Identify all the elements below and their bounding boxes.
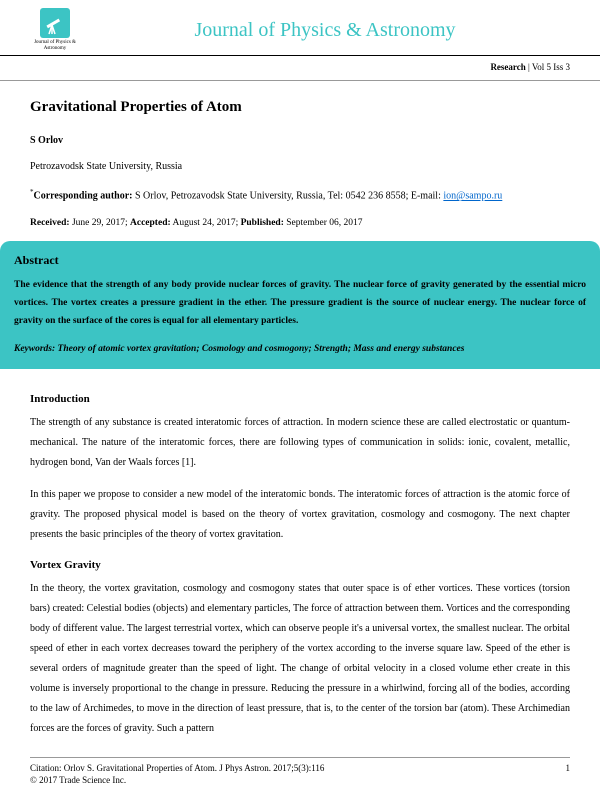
keywords-line: Keywords: Theory of atomic vortex gravit… (14, 342, 586, 357)
footer-left: Citation: Orlov S. Gravitational Propert… (30, 762, 324, 787)
publication-dates: Received: June 29, 2017; Accepted: Augus… (30, 216, 570, 231)
issue-line: Research | Vol 5 Iss 3 (0, 58, 600, 81)
keywords-text: Theory of atomic vortex gravitation; Cos… (58, 344, 465, 354)
page-header: Journal of Physics & Astronomy Journal o… (0, 0, 600, 56)
email-link[interactable]: ion@sampo.ru (443, 191, 502, 202)
author-affiliation: Petrozavodsk State University, Russia (30, 159, 570, 175)
category-label: Research (490, 62, 525, 72)
article-title: Gravitational Properties of Atom (30, 95, 570, 119)
author-name: S Orlov (30, 133, 570, 149)
corresponding-label: Corresponding author: (34, 191, 133, 202)
accepted-date: August 24, 2017; (171, 218, 241, 228)
issue-text: | Vol 5 Iss 3 (528, 62, 570, 72)
received-date: June 29, 2017; (70, 218, 130, 228)
body-paragraph: In the theory, the vortex gravitation, c… (30, 579, 570, 739)
abstract-heading: Abstract (14, 251, 586, 270)
page-footer: Citation: Orlov S. Gravitational Propert… (30, 757, 570, 787)
citation-text: Citation: Orlov S. Gravitational Propert… (30, 762, 324, 775)
copyright-text: © 2017 Trade Science Inc. (30, 774, 324, 787)
corresponding-author: *Corresponding author: S Orlov, Petrozav… (30, 187, 570, 203)
keywords-label: Keywords: (14, 344, 58, 354)
abstract-box: Abstract The evidence that the strength … (0, 241, 600, 370)
section-introduction: Introduction The strength of any substan… (30, 391, 570, 545)
journal-logo: Journal of Physics & Astronomy (30, 8, 80, 51)
body-paragraph: In this paper we propose to consider a n… (30, 485, 570, 545)
received-label: Received: (30, 218, 70, 228)
section-heading: Introduction (30, 391, 570, 409)
logo-label: Journal of Physics & Astronomy (30, 40, 80, 51)
section-vortex-gravity: Vortex Gravity In the theory, the vortex… (30, 557, 570, 739)
section-heading: Vortex Gravity (30, 557, 570, 575)
published-date: September 06, 2017 (284, 218, 363, 228)
accepted-label: Accepted: (130, 218, 171, 228)
journal-title: Journal of Physics & Astronomy (80, 8, 570, 46)
page-number: 1 (566, 762, 571, 787)
corresponding-text: S Orlov, Petrozavodsk State University, … (133, 191, 444, 202)
body-paragraph: The strength of any substance is created… (30, 413, 570, 473)
published-label: Published: (241, 218, 284, 228)
telescope-icon (40, 8, 70, 38)
abstract-text: The evidence that the strength of any bo… (14, 276, 586, 330)
